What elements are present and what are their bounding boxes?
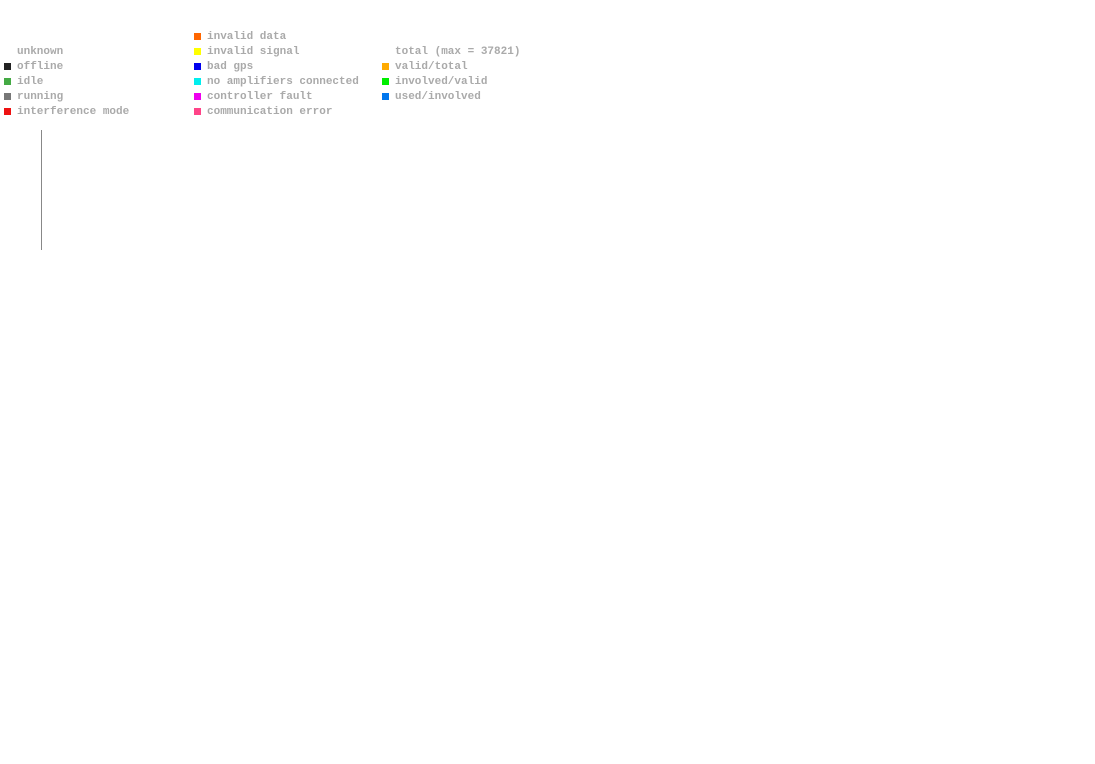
legend-label: unknown bbox=[17, 46, 64, 58]
legend-label: communication error bbox=[207, 106, 333, 118]
legend-swatch bbox=[194, 108, 201, 115]
legend-label: involved/valid bbox=[395, 76, 488, 88]
legend-label: valid/total bbox=[395, 61, 468, 73]
legend-swatch bbox=[4, 78, 11, 85]
legend-swatch bbox=[382, 63, 389, 70]
legend-swatch bbox=[4, 108, 11, 115]
legend-label: total (max = 37821) bbox=[395, 46, 521, 58]
legend-swatch bbox=[194, 78, 201, 85]
legend-swatch bbox=[194, 63, 201, 70]
legend-label: running bbox=[17, 91, 64, 103]
legend-label: offline bbox=[17, 61, 64, 73]
legend-label: idle bbox=[17, 76, 44, 88]
legend-swatch bbox=[194, 33, 201, 40]
legend-swatch bbox=[4, 93, 11, 100]
legend-swatch bbox=[194, 48, 201, 55]
legend-swatch bbox=[4, 63, 11, 70]
axis-line bbox=[41, 130, 42, 250]
legend-label: controller fault bbox=[207, 91, 313, 103]
legend-swatch bbox=[194, 93, 201, 100]
legend-swatch bbox=[382, 93, 389, 100]
legend-label: invalid signal bbox=[207, 46, 300, 58]
legend-swatch bbox=[382, 78, 389, 85]
legend-label: used/involved bbox=[395, 91, 481, 103]
legend-label: bad gps bbox=[207, 61, 254, 73]
legend-label: no amplifiers connected bbox=[207, 76, 359, 88]
legend-label: invalid data bbox=[207, 31, 287, 43]
legend-label: interference mode bbox=[17, 106, 130, 118]
